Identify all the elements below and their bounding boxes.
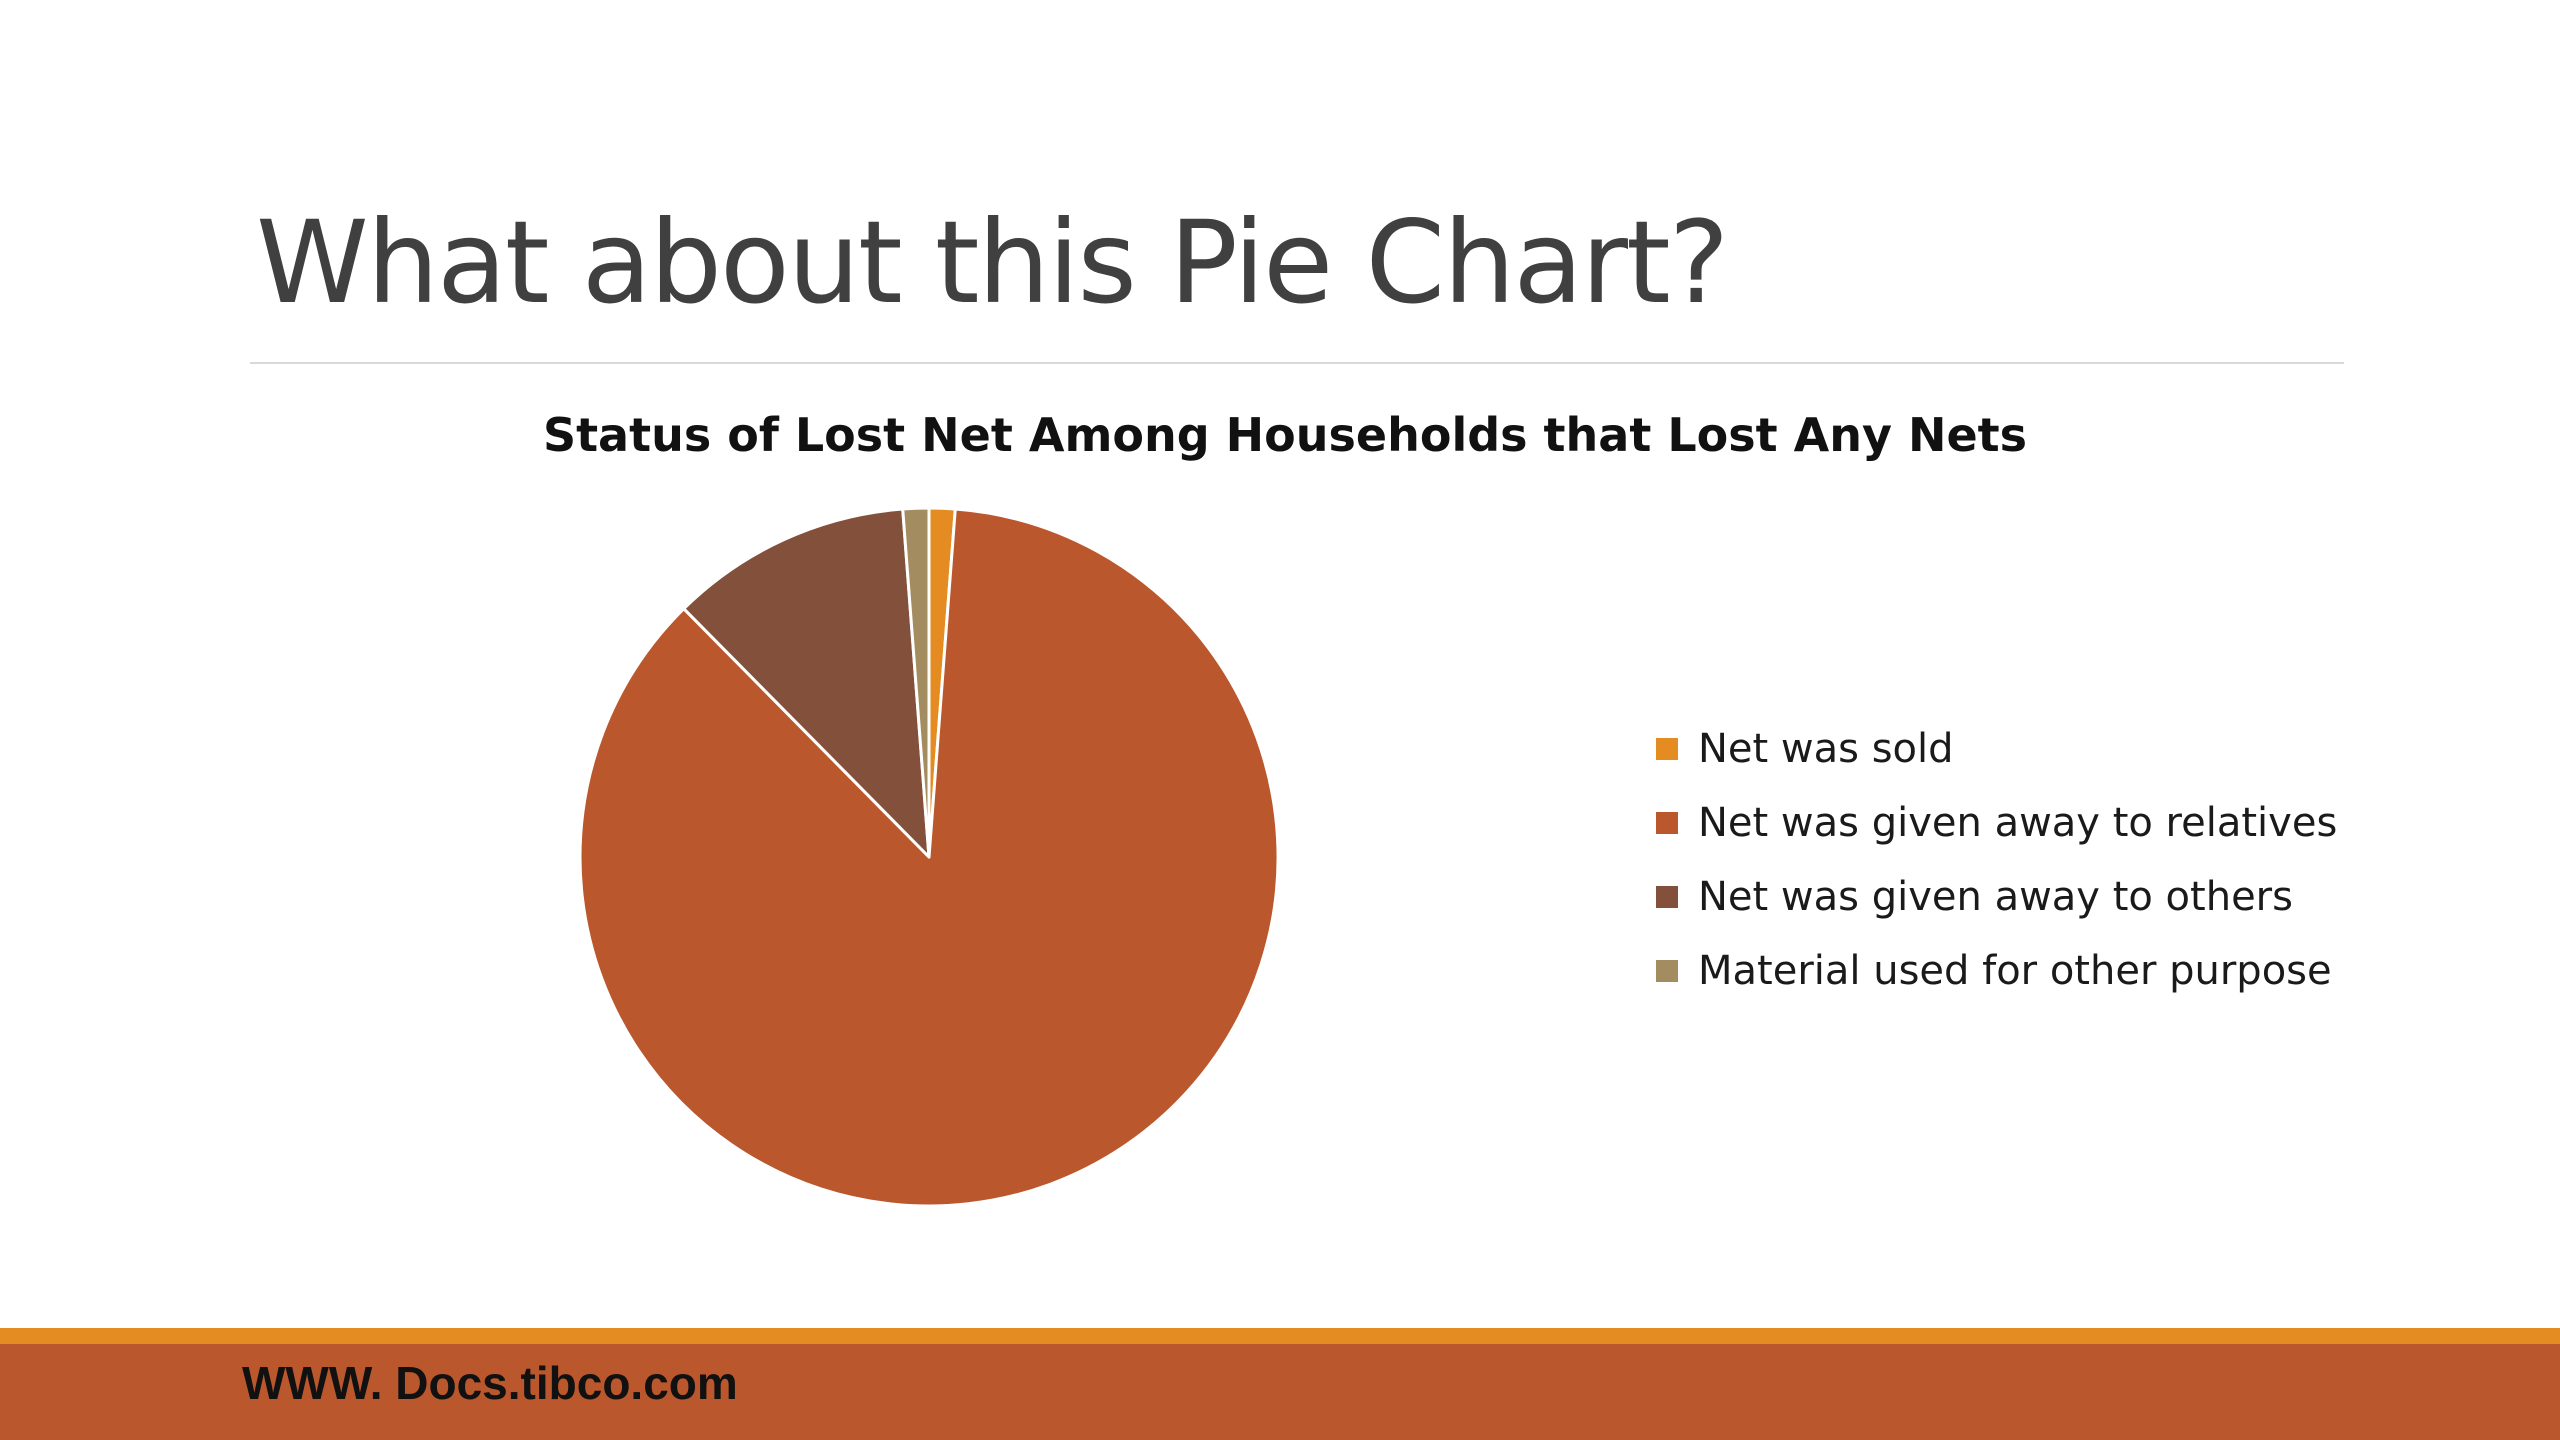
chart-legend: Net was sold Net was given away to relati… <box>1656 712 2337 1008</box>
footer-url: WWW. Docs.tibco.com <box>242 1357 738 1409</box>
legend-label: Net was given away to relatives <box>1698 800 2338 846</box>
legend-item: Net was given away to relatives <box>1656 786 2337 860</box>
pie-slice-material-used-for-other-purpose <box>901 506 931 859</box>
legend-label: Net was sold <box>1698 726 1954 772</box>
footer-accent-stripe <box>0 1328 2560 1344</box>
legend-item: Material used for other purpose <box>1656 934 2337 1008</box>
legend-label: Material used for other purpose <box>1698 948 2332 994</box>
slide-title: What about this Pie Chart? <box>256 196 1729 329</box>
legend-item: Net was sold <box>1656 712 2337 786</box>
legend-swatch <box>1656 812 1678 834</box>
legend-swatch <box>1656 960 1678 982</box>
legend-item: Net was given away to others <box>1656 860 2337 934</box>
legend-swatch <box>1656 738 1678 760</box>
title-divider <box>250 362 2344 364</box>
legend-swatch <box>1656 886 1678 908</box>
pie-slice-net-was-given-away-to-others <box>682 507 931 859</box>
footer-band <box>0 1344 2560 1440</box>
chart-title: Status of Lost Net Among Households that… <box>542 408 2028 462</box>
legend-label: Net was given away to others <box>1698 874 2293 920</box>
